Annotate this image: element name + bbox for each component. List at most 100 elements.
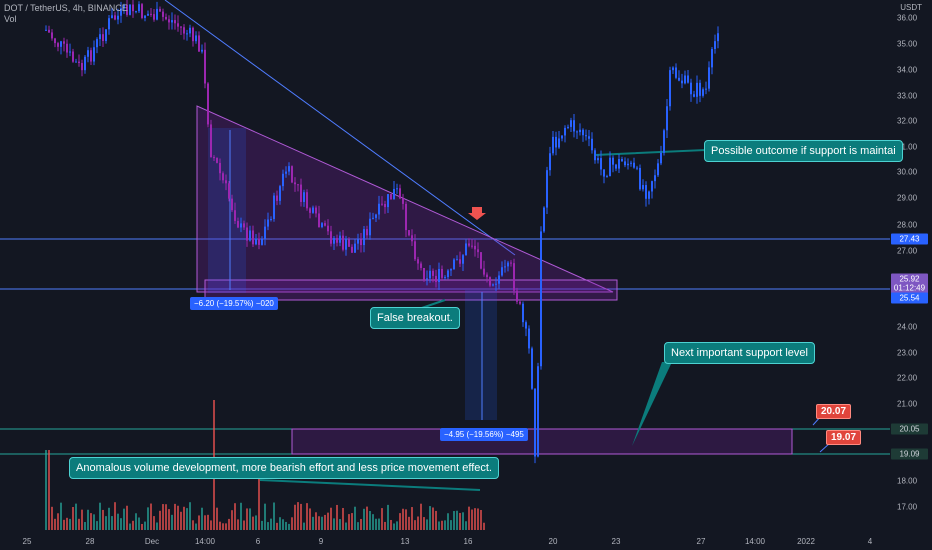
volume-bar <box>216 507 218 530</box>
candle-body <box>198 35 200 52</box>
volume-bar <box>324 514 326 530</box>
candle-body <box>603 169 605 177</box>
next-support-callout[interactable]: Next important support level <box>664 342 815 364</box>
candle-body <box>708 67 710 89</box>
volume-bar <box>273 502 275 530</box>
measure-box-right[interactable] <box>465 290 497 420</box>
candle-body <box>240 223 242 228</box>
volume-bar <box>372 514 374 530</box>
candle-body <box>102 34 104 42</box>
candle-body <box>540 231 542 367</box>
volume-bar <box>408 516 410 530</box>
target-tag-a[interactable]: 20.07 <box>816 404 852 419</box>
volume-bar <box>420 503 422 530</box>
candle-body <box>84 56 86 71</box>
candle-body <box>690 82 692 95</box>
volume-bar <box>186 508 188 530</box>
candle-body <box>450 269 452 271</box>
candle-body <box>138 4 140 12</box>
measure-label-right[interactable]: −4.95 (−19.56%) −495 <box>440 428 528 441</box>
outcome-callout[interactable]: Possible outcome if support is maintai <box>704 140 903 162</box>
price-tick: 23.00 <box>897 348 918 358</box>
candle-body <box>468 243 470 246</box>
volume-bar <box>345 522 347 530</box>
next-support-pointer <box>632 362 672 446</box>
candle-body <box>231 198 233 211</box>
volume-bar <box>312 516 314 530</box>
price-tick: 22.00 <box>897 373 918 383</box>
candle-body <box>297 184 299 186</box>
false-breakout-callout[interactable]: False breakout. <box>370 307 460 329</box>
volume-bar <box>201 507 203 530</box>
volume-bar <box>231 510 233 530</box>
candle-body <box>213 157 215 159</box>
candle-body <box>312 207 314 213</box>
candle-body <box>594 150 596 161</box>
volume-bar <box>84 522 86 530</box>
candle-body <box>528 328 530 349</box>
volume-bar <box>240 502 242 530</box>
volume-label: Vol <box>4 14 17 24</box>
candle-body <box>372 217 374 219</box>
candle-body <box>246 227 248 241</box>
candle-body <box>150 13 152 15</box>
volume-bar <box>126 505 128 530</box>
candle-body <box>222 173 224 181</box>
volume-bar <box>465 521 467 530</box>
volume-bar <box>234 503 236 530</box>
price-tag-countdown: 01:12:49 <box>891 282 928 294</box>
volume-bar <box>474 508 476 530</box>
candle-body <box>618 159 620 169</box>
candle-body <box>63 41 65 44</box>
price-unit: USDT <box>900 3 922 12</box>
candle-body <box>69 51 71 53</box>
candle-body <box>273 195 275 219</box>
candle-body <box>615 164 617 169</box>
candle-body <box>294 182 296 185</box>
volume-bar <box>90 513 92 530</box>
candle-body <box>318 213 320 228</box>
candle-body <box>282 173 284 187</box>
volume-bar <box>147 507 149 530</box>
candle-body <box>390 194 392 200</box>
volume-bar <box>411 507 413 530</box>
volume-bar <box>156 522 158 530</box>
volume-bar <box>48 450 50 530</box>
measure-box-left[interactable] <box>208 128 246 293</box>
volume-bar <box>51 506 53 530</box>
candle-body <box>114 15 116 20</box>
breakdown-arrow-icon <box>468 207 486 220</box>
target-zone[interactable] <box>291 428 793 455</box>
volume-note-callout[interactable]: Anomalous volume development, more beari… <box>69 457 499 479</box>
candle-body <box>378 203 380 215</box>
volume-bar <box>441 520 443 530</box>
time-tick: 27 <box>696 537 706 546</box>
trendline[interactable] <box>164 0 516 256</box>
measure-label-left[interactable]: −6.20 (−19.57%) −020 <box>190 297 278 310</box>
candle-body <box>660 152 662 164</box>
candle-body <box>249 230 251 241</box>
volume-bar <box>249 508 251 530</box>
target-tag-b[interactable]: 19.07 <box>826 430 862 445</box>
candle-body <box>498 275 500 284</box>
candle-body <box>144 15 146 18</box>
candle-body <box>489 277 491 286</box>
descending-triangle[interactable] <box>196 105 614 293</box>
volume-bar <box>138 517 140 530</box>
candle-body <box>396 188 398 190</box>
candle-body <box>432 270 434 276</box>
volume-bar <box>153 516 155 530</box>
candle-body <box>264 226 266 240</box>
candle-body <box>699 82 701 96</box>
candle-body <box>606 176 608 178</box>
volume-bar <box>144 521 146 530</box>
candle-body <box>270 218 272 220</box>
candle-body <box>333 238 335 244</box>
candle-body <box>651 181 653 192</box>
volume-bar <box>303 522 305 530</box>
volume-bar <box>435 510 437 530</box>
symbol-title[interactable]: DOT / TetherUS, 4h, BINANCE <box>4 3 128 13</box>
volume-bar <box>57 513 59 530</box>
candle-body <box>486 274 488 278</box>
